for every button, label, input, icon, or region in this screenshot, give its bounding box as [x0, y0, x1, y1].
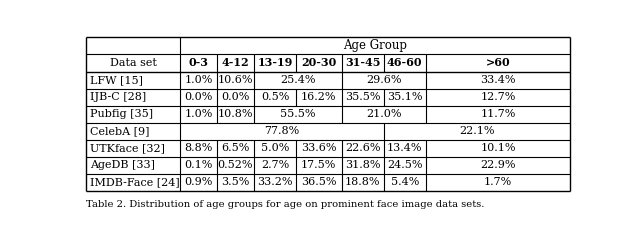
Text: 10.1%: 10.1%: [480, 143, 516, 153]
Text: 10.6%: 10.6%: [218, 75, 253, 85]
Text: 0.9%: 0.9%: [184, 177, 212, 187]
Text: IMDB-Face [24]: IMDB-Face [24]: [90, 177, 180, 187]
Text: 0.0%: 0.0%: [184, 92, 212, 102]
Text: 22.1%: 22.1%: [459, 126, 495, 136]
Text: 33.2%: 33.2%: [257, 177, 292, 187]
Text: 24.5%: 24.5%: [387, 160, 422, 170]
Text: IJB-C [28]: IJB-C [28]: [90, 92, 146, 102]
Text: 11.7%: 11.7%: [480, 109, 516, 119]
Text: 13.4%: 13.4%: [387, 143, 422, 153]
Text: 36.5%: 36.5%: [301, 177, 337, 187]
Text: 21.0%: 21.0%: [366, 109, 401, 119]
Text: 0-3: 0-3: [189, 57, 209, 68]
Text: Age Group: Age Group: [343, 39, 407, 52]
Text: UTKface [32]: UTKface [32]: [90, 143, 165, 153]
Text: 6.5%: 6.5%: [221, 143, 250, 153]
Text: 8.8%: 8.8%: [184, 143, 212, 153]
Text: 4-12: 4-12: [221, 57, 249, 68]
Text: 12.7%: 12.7%: [480, 92, 516, 102]
Text: 46-60: 46-60: [387, 57, 422, 68]
Text: 18.8%: 18.8%: [345, 177, 380, 187]
Text: 20-30: 20-30: [301, 57, 337, 68]
Text: Table 2. Distribution of age groups for age on prominent face image data sets.: Table 2. Distribution of age groups for …: [86, 200, 484, 210]
Text: 10.8%: 10.8%: [218, 109, 253, 119]
Text: 25.4%: 25.4%: [280, 75, 316, 85]
Text: LFW [15]: LFW [15]: [90, 75, 143, 85]
Text: 22.9%: 22.9%: [480, 160, 516, 170]
Text: CelebA [9]: CelebA [9]: [90, 126, 149, 136]
Text: 3.5%: 3.5%: [221, 177, 250, 187]
Text: 16.2%: 16.2%: [301, 92, 337, 102]
Text: 22.6%: 22.6%: [345, 143, 380, 153]
Text: 35.5%: 35.5%: [345, 92, 380, 102]
Text: 35.1%: 35.1%: [387, 92, 422, 102]
Text: >60: >60: [486, 57, 510, 68]
Text: 1.7%: 1.7%: [484, 177, 512, 187]
Text: 55.5%: 55.5%: [280, 109, 316, 119]
Text: 31.8%: 31.8%: [345, 160, 380, 170]
Text: 17.5%: 17.5%: [301, 160, 337, 170]
Text: 33.6%: 33.6%: [301, 143, 337, 153]
Text: 1.0%: 1.0%: [184, 75, 212, 85]
Text: 77.8%: 77.8%: [264, 126, 300, 136]
Text: 29.6%: 29.6%: [366, 75, 401, 85]
Text: 13-19: 13-19: [257, 57, 292, 68]
Text: 0.1%: 0.1%: [184, 160, 212, 170]
Text: 5.4%: 5.4%: [390, 177, 419, 187]
Text: AgeDB [33]: AgeDB [33]: [90, 160, 155, 170]
Text: Pubfig [35]: Pubfig [35]: [90, 109, 153, 119]
Text: 2.7%: 2.7%: [261, 160, 289, 170]
Text: 0.0%: 0.0%: [221, 92, 250, 102]
Text: 5.0%: 5.0%: [261, 143, 289, 153]
Text: 1.0%: 1.0%: [184, 109, 212, 119]
Text: 31-45: 31-45: [345, 57, 380, 68]
Text: Data set: Data set: [109, 58, 157, 68]
Text: 0.5%: 0.5%: [261, 92, 289, 102]
Text: 0.52%: 0.52%: [218, 160, 253, 170]
Text: 33.4%: 33.4%: [480, 75, 516, 85]
